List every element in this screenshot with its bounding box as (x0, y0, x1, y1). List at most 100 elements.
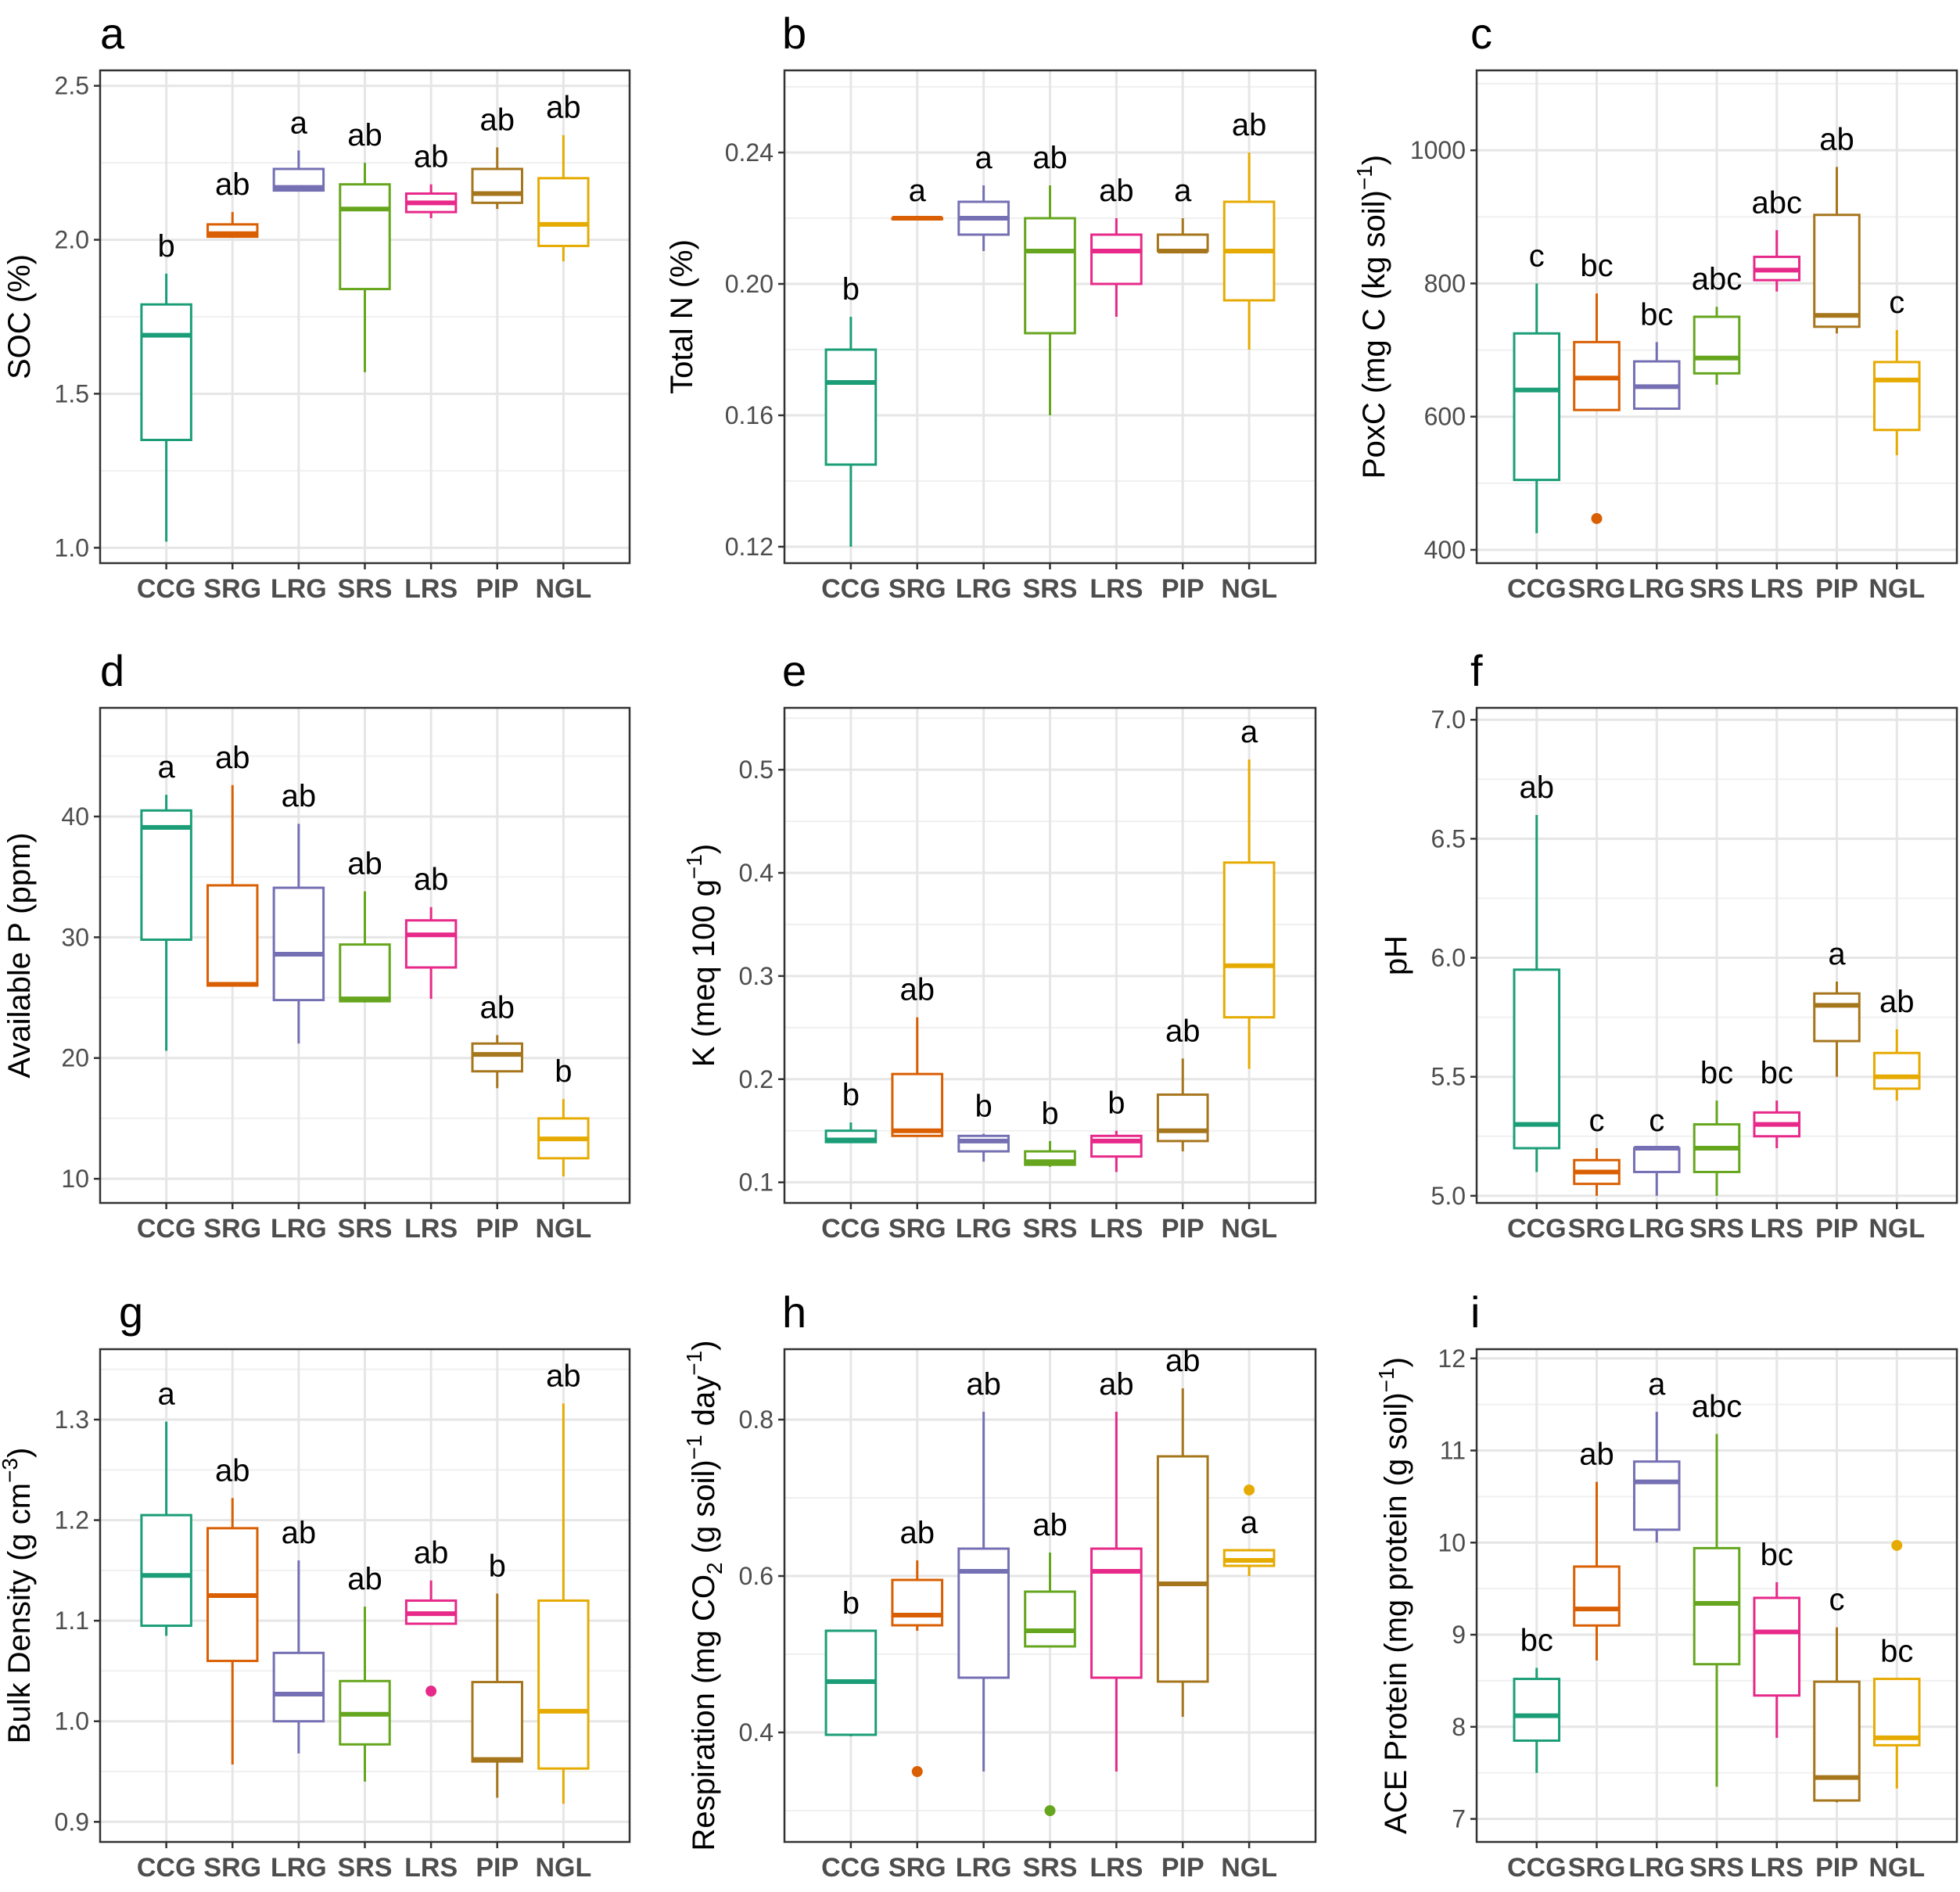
panel-letter: h (782, 1287, 806, 1337)
y-tick-label: 1.5 (55, 379, 89, 407)
x-tick-label: CCG (137, 574, 196, 604)
significance-letter: ab (480, 102, 515, 137)
x-tick-label: LRG (271, 574, 327, 604)
y-tick-label: 0.5 (739, 756, 774, 784)
y-tick-label: 5.5 (1431, 1063, 1466, 1091)
box-SRG: ab (891, 973, 944, 1137)
iqr-box (1813, 214, 1861, 328)
y-axis-label: Total N (%) (665, 239, 699, 394)
significance-letter: ab (282, 1516, 317, 1550)
significance-letter: ab (215, 167, 250, 202)
box-CCG: b (824, 1078, 878, 1143)
x-tick-label: SRS (338, 574, 393, 604)
significance-letter: b (1107, 1086, 1125, 1121)
iqr-box (824, 348, 878, 466)
significance-letter: b (842, 1586, 860, 1621)
x-tick-label: SRG (888, 1853, 946, 1883)
y-tick-label: 5.0 (1431, 1182, 1466, 1210)
panel-letter: b (782, 9, 806, 58)
y-tick-label: 12 (1438, 1345, 1466, 1373)
box-PIP: a (1156, 174, 1209, 253)
box-NGL: ab (1872, 985, 1921, 1101)
y-axis-label: Available P (ppm) (2, 832, 37, 1078)
iqr-box (206, 884, 259, 987)
x-tick-label: CCG (137, 1214, 196, 1244)
iqr-box (1872, 1678, 1921, 1747)
x-tick-label: SRS (338, 1214, 393, 1244)
x-tick-label: NGL (535, 574, 591, 604)
iqr-box (891, 1578, 944, 1627)
box-SRG: ab (206, 167, 259, 239)
significance-letter: bc (1640, 297, 1673, 332)
x-tick-label: CCG (1507, 1214, 1567, 1244)
x-tick-label: SRG (1568, 1214, 1626, 1244)
x-tick-label: SRG (888, 1214, 946, 1244)
significance-letter: bc (1761, 1538, 1793, 1572)
panel-letter: c (1470, 9, 1492, 58)
box-LRG: a (1632, 1367, 1681, 1543)
box-LRG: ab (957, 1367, 1010, 1772)
box-LRG: ab (272, 779, 325, 1044)
significance-letter: ab (215, 741, 250, 775)
significance-letter: bc (1700, 1056, 1733, 1090)
x-tick-label: PIP (1815, 1214, 1858, 1244)
box-LRS: ab (1090, 174, 1143, 317)
iqr-box (140, 1513, 192, 1628)
x-tick-label: LRS (1089, 1853, 1143, 1883)
x-tick-label: PIP (1161, 1853, 1204, 1883)
box-LRG: c (1632, 1104, 1681, 1196)
y-tick-label: 0.8 (739, 1406, 774, 1434)
box-LRG: a (957, 141, 1010, 251)
iqr-box (1872, 1051, 1921, 1090)
x-tick-label: PIP (476, 1853, 519, 1883)
x-tick-label: LRG (271, 1853, 327, 1883)
significance-letter: a (290, 106, 308, 140)
box-SRG: c (1573, 1104, 1621, 1196)
y-tick-label: 11 (1440, 1437, 1466, 1465)
x-tick-label: LRG (956, 1853, 1012, 1883)
x-tick-label: NGL (1221, 574, 1277, 604)
x-tick-label: NGL (1221, 1853, 1277, 1883)
x-tick-label: PIP (1815, 1853, 1858, 1883)
iqr-box (272, 1651, 325, 1723)
significance-letter: abc (1692, 262, 1743, 296)
box-LRS: ab (404, 140, 458, 218)
box-SRS: bc (1693, 1056, 1741, 1196)
y-tick-label: 1.2 (55, 1506, 89, 1535)
significance-letter: a (1648, 1367, 1666, 1402)
x-tick-label: CCG (821, 1853, 881, 1883)
iqr-box (1573, 1565, 1621, 1627)
box-SRG: bc (1573, 249, 1621, 524)
significance-letter: ab (1099, 174, 1134, 208)
iqr-box (1813, 992, 1861, 1043)
box-SRS: b (1024, 1097, 1076, 1167)
box-CCG: b (140, 229, 192, 542)
significance-letter: abc (1752, 185, 1803, 220)
significance-letter: b (555, 1054, 572, 1089)
y-axis-label: Bulk Density (g cm−3) (0, 1448, 37, 1744)
iqr-box (1632, 1460, 1681, 1531)
box-CCG: ab (1513, 770, 1561, 1172)
significance-letter: ab (1032, 141, 1068, 175)
iqr-box (1024, 1590, 1076, 1648)
significance-letter: bc (1580, 249, 1613, 283)
y-tick-label: 0.4 (739, 1718, 774, 1747)
significance-letter: c (1589, 1104, 1605, 1138)
box-LRG: ab (272, 1516, 325, 1754)
x-tick-label: SRS (338, 1853, 393, 1883)
box-SRG: ab (1573, 1438, 1621, 1661)
x-tick-label: SRS (1689, 574, 1744, 604)
y-tick-label: 6.0 (1431, 944, 1466, 972)
significance-letter: a (1174, 174, 1192, 208)
significance-letter: ab (1579, 1438, 1614, 1472)
y-tick-label: 0.9 (55, 1808, 89, 1836)
x-tick-label: SRG (1568, 1853, 1626, 1883)
box-SRS: ab (1024, 1508, 1076, 1816)
significance-letter: b (158, 229, 175, 264)
y-axis-label: K (meq 100 g−1) (682, 844, 721, 1067)
y-axis-label: SOC (%) (2, 254, 37, 379)
